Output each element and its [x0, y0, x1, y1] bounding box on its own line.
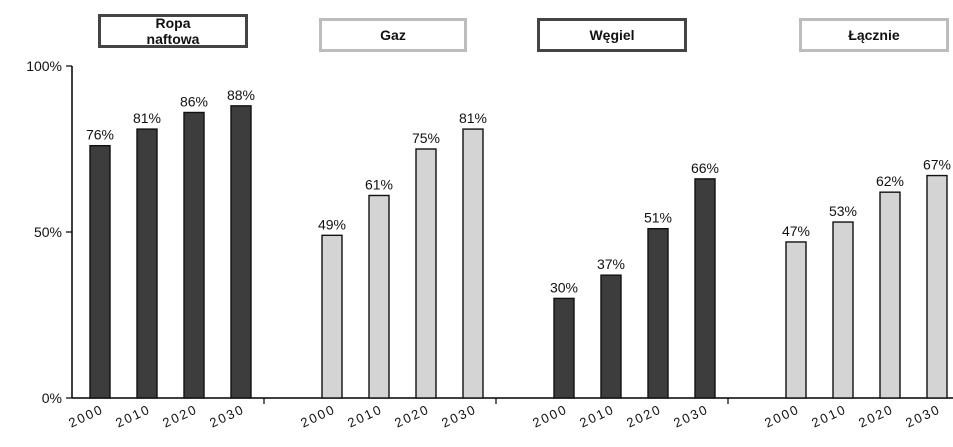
x-tick-label: 2020	[856, 401, 896, 430]
data-label: 47%	[782, 223, 810, 239]
y-tick-label: 0%	[42, 390, 62, 406]
x-tick-label: 2000	[66, 401, 106, 430]
x-tick-label: 2030	[439, 401, 479, 430]
legend-label-wegiel: Węgiel	[589, 27, 635, 43]
data-label: 86%	[180, 93, 208, 109]
bar	[183, 111, 205, 399]
bar	[230, 105, 252, 399]
bar	[136, 128, 158, 399]
bar	[926, 174, 948, 399]
data-label: 81%	[459, 110, 487, 126]
bar	[647, 227, 669, 399]
data-label: 51%	[644, 210, 672, 226]
data-label: 81%	[133, 110, 161, 126]
x-tick-label: 2030	[671, 401, 711, 430]
x-tick-label: 2010	[345, 401, 385, 430]
bar	[785, 241, 807, 399]
x-tick-label: 2020	[624, 401, 664, 430]
legend-label-gaz: Gaz	[380, 27, 406, 43]
data-label: 61%	[365, 176, 393, 192]
bar	[368, 194, 390, 399]
data-label: 67%	[923, 157, 951, 173]
x-tick-label: 2030	[903, 401, 943, 430]
bar	[415, 148, 437, 399]
legend-gaz: Gaz	[319, 18, 467, 52]
data-label: 37%	[597, 256, 625, 272]
x-tick-label: 2000	[298, 401, 338, 430]
data-label: 66%	[691, 160, 719, 176]
x-tick-label: 2000	[762, 401, 802, 430]
data-label: 62%	[876, 173, 904, 189]
y-tick-label: 50%	[34, 224, 62, 240]
x-tick-label: 2010	[577, 401, 617, 430]
x-tick-label: 2030	[207, 401, 247, 430]
data-label: 76%	[86, 127, 114, 143]
legend-label-ropa-naftowa: Ropa naftowa	[146, 15, 200, 47]
bar	[462, 128, 484, 399]
x-tick-label: 2010	[809, 401, 849, 430]
data-label: 49%	[318, 216, 346, 232]
bar	[832, 221, 854, 399]
x-tick-label: 2020	[392, 401, 432, 430]
x-tick-label: 2020	[160, 401, 200, 430]
x-tick-label: 2000	[530, 401, 570, 430]
bar	[694, 178, 716, 399]
legend-wegiel: Węgiel	[537, 18, 687, 52]
bar	[321, 234, 343, 399]
bar	[553, 297, 575, 399]
bar	[600, 274, 622, 399]
bar	[89, 144, 111, 399]
legend-label-lacznie: Łącznie	[848, 27, 900, 43]
x-tick-label: 2010	[113, 401, 153, 430]
data-label: 53%	[829, 203, 857, 219]
data-label: 75%	[412, 130, 440, 146]
legend-lacznie: Łącznie	[799, 18, 949, 52]
data-label: 88%	[227, 87, 255, 103]
y-tick-label: 100%	[26, 58, 62, 74]
legend-ropa-naftowa: Ropa naftowa	[98, 14, 248, 48]
bar	[879, 191, 901, 399]
data-label: 30%	[550, 279, 578, 295]
